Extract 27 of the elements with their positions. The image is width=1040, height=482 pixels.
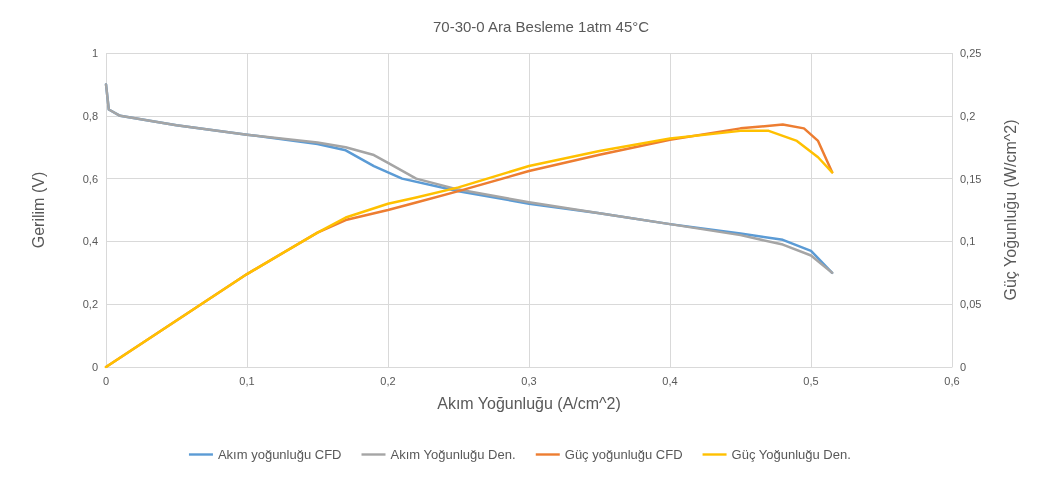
x-tick-label: 0,4 (662, 374, 678, 387)
x-tick-label: 0,2 (380, 374, 396, 387)
y2-axis-title: Güç Yoğunluğu (W/cm^2) (1001, 119, 1019, 301)
y2-tick-label: 0 (960, 361, 967, 373)
y-tick-label: 0,8 (82, 109, 98, 122)
x-tick-label: 0,1 (239, 374, 255, 387)
y-tick-label: 0,4 (82, 235, 98, 248)
x-tick-label: 0,3 (521, 374, 537, 387)
chart-title: 70-30-0 Ara Besleme 1atm 45°C (433, 18, 650, 35)
x-tick-label: 0,6 (944, 374, 960, 387)
y-tick-label: 1 (91, 47, 98, 59)
legend-label: Güç yoğunluğu CFD (564, 447, 683, 462)
legend-label: Akım yoğunluğu CFD (217, 447, 342, 462)
y-tick-label: 0,6 (82, 172, 98, 185)
x-tick-label: 0 (102, 374, 110, 387)
y2-tick-label: 0,1 (960, 235, 976, 248)
y2-tick-label: 0,15 (960, 172, 982, 185)
y-tick-label: 0 (91, 361, 98, 373)
y2-tick-label: 0,25 (960, 47, 982, 59)
y-tick-label: 0,2 (82, 298, 98, 311)
legend-label: Güç Yoğunluğu Den. (731, 447, 851, 462)
y-axis-title: Gerilim (V) (29, 171, 47, 249)
x-axis-title: Akım Yoğunluğu (A/cm^2) (437, 394, 621, 412)
x-tick-label: 0,5 (803, 374, 819, 387)
y2-tick-label: 0,05 (960, 298, 982, 311)
legend-label: Akım Yoğunluğu Den. (390, 447, 516, 462)
y2-tick-label: 0,2 (960, 109, 976, 122)
